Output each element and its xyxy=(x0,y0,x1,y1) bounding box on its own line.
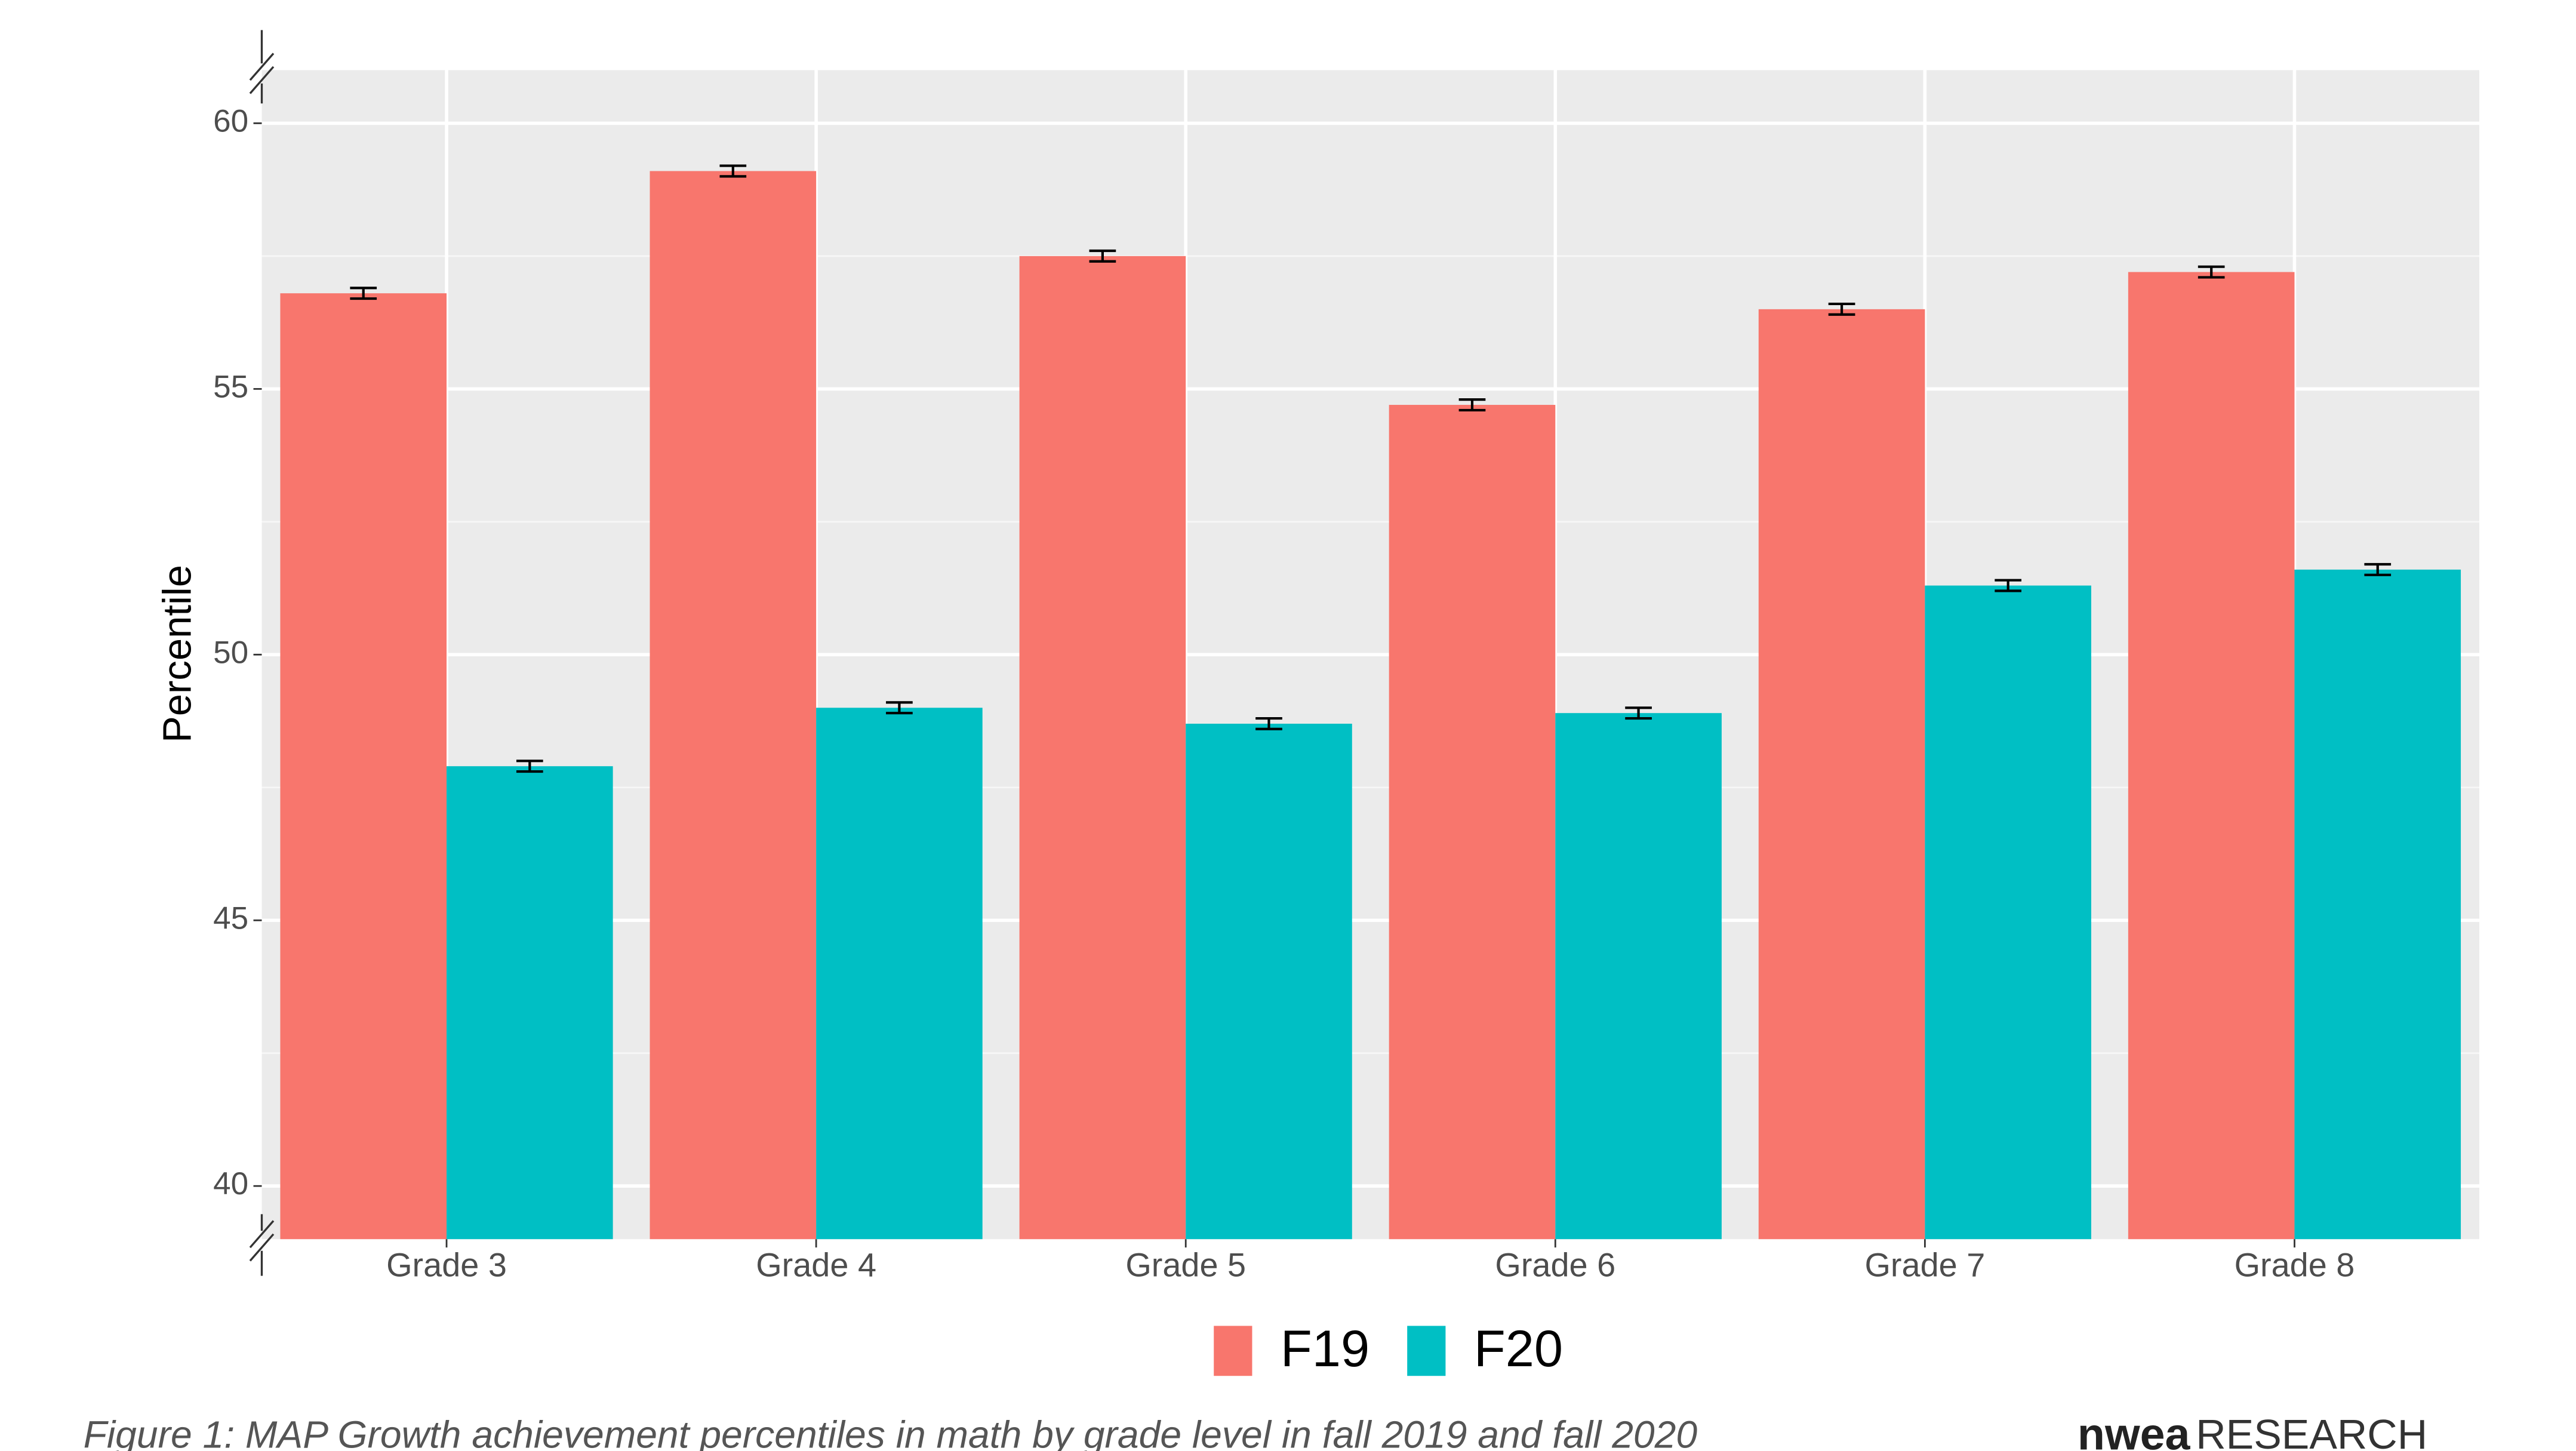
logo-brand: nwea xyxy=(2078,1409,2191,1451)
error-bar xyxy=(1089,249,1116,263)
y-axis-label: Percentile xyxy=(155,565,199,743)
error-bar xyxy=(2198,265,2225,279)
bar xyxy=(1555,713,1722,1240)
y-tick-label: 45 xyxy=(213,900,248,936)
bar xyxy=(1758,309,1925,1240)
x-tick-label: Grade 6 xyxy=(1495,1246,1615,1283)
error-bar xyxy=(1625,706,1652,720)
y-tick-label: 55 xyxy=(213,369,248,404)
y-tick-label: 60 xyxy=(213,103,248,139)
logo-text: RESEARCH xyxy=(2196,1411,2427,1451)
bar xyxy=(816,708,983,1240)
bar xyxy=(1925,585,2091,1240)
x-tick-label: Grade 8 xyxy=(2235,1246,2355,1283)
x-tick-label: Grade 7 xyxy=(1864,1246,1985,1283)
error-bar xyxy=(2364,562,2392,576)
error-bar xyxy=(1255,717,1282,730)
bar xyxy=(1019,256,1186,1240)
legend-swatch xyxy=(1407,1326,1446,1376)
error-bar xyxy=(1458,398,1486,412)
error-bar xyxy=(719,164,747,178)
bar xyxy=(1389,405,1556,1240)
error-bar xyxy=(350,287,377,300)
bar xyxy=(280,293,447,1240)
bar xyxy=(2128,272,2295,1240)
bar xyxy=(447,766,613,1240)
error-bar xyxy=(1995,579,2022,592)
legend-label: F19 xyxy=(1281,1320,1369,1378)
error-bar xyxy=(886,701,913,715)
legend-swatch xyxy=(1214,1326,1252,1376)
error-bar xyxy=(516,760,543,773)
bar xyxy=(650,171,817,1240)
error-bar xyxy=(1828,302,1855,316)
axis-break xyxy=(249,30,275,104)
x-tick-label: Grade 5 xyxy=(1125,1246,1246,1283)
x-tick-label: Grade 3 xyxy=(386,1246,507,1283)
axis-break xyxy=(249,1214,275,1276)
legend-label: F20 xyxy=(1474,1320,1563,1378)
caption: Figure 1: MAP Growth achievement percent… xyxy=(84,1413,1698,1451)
x-tick-label: Grade 4 xyxy=(756,1246,876,1283)
y-tick-label: 50 xyxy=(213,635,248,670)
y-tick-label: 40 xyxy=(213,1166,248,1201)
bar xyxy=(1186,723,1352,1240)
bar xyxy=(2294,569,2461,1240)
